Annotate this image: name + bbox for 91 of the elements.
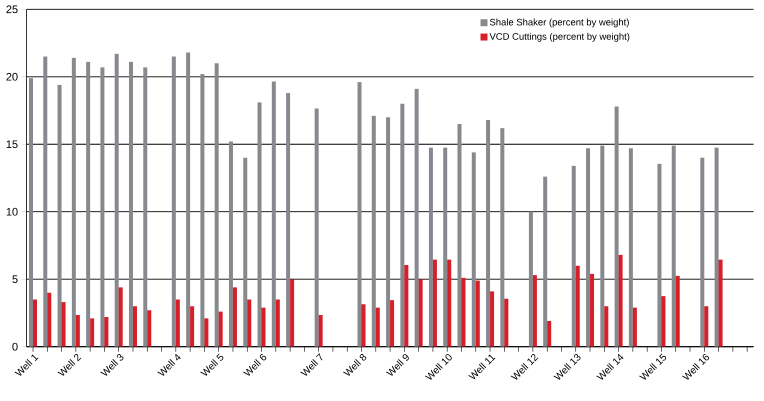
bar <box>232 287 237 347</box>
bar <box>414 88 419 347</box>
bar <box>90 318 94 347</box>
bar <box>104 317 108 347</box>
bar <box>718 260 723 347</box>
bar <box>200 74 204 347</box>
bar <box>276 299 280 347</box>
y-tick-label: 0 <box>12 342 18 351</box>
bar <box>214 63 219 347</box>
bar <box>62 302 66 347</box>
bar <box>490 291 494 347</box>
bar <box>657 164 662 347</box>
bar <box>472 152 476 347</box>
bar <box>190 306 194 347</box>
bar <box>262 308 266 347</box>
y-tick-label: 20 <box>6 72 18 81</box>
bar <box>428 148 433 347</box>
y-tick-label: 25 <box>6 5 18 14</box>
bar <box>628 148 633 347</box>
bar <box>618 254 623 347</box>
bar <box>614 106 619 347</box>
bar <box>258 102 262 347</box>
bar <box>676 276 680 347</box>
x-tick-label: Well 11 <box>468 354 496 380</box>
bar <box>457 124 462 347</box>
bar <box>486 120 490 347</box>
bar <box>443 148 448 347</box>
bar <box>432 260 437 347</box>
bar <box>604 306 608 347</box>
bar <box>286 92 290 347</box>
bar <box>500 128 504 347</box>
bar <box>172 56 176 347</box>
bar <box>86 62 90 347</box>
bar <box>247 299 252 347</box>
bar <box>447 260 452 347</box>
bar <box>204 318 208 347</box>
legend-label: VCD Cuttings (percent by weight) <box>490 32 630 42</box>
bar <box>672 146 676 347</box>
bar <box>586 148 590 347</box>
bar <box>418 279 423 347</box>
bar <box>476 280 480 347</box>
bar <box>186 52 190 347</box>
bar <box>47 292 52 347</box>
bar <box>132 306 137 347</box>
bar <box>700 158 704 347</box>
bar <box>128 62 133 347</box>
y-tick-label: 5 <box>12 275 18 284</box>
bar <box>147 310 152 347</box>
bar <box>590 274 594 347</box>
bar <box>218 312 223 347</box>
bar <box>528 212 533 347</box>
bar <box>372 116 376 347</box>
bar <box>314 108 319 347</box>
bar <box>504 298 508 347</box>
bar <box>290 279 294 347</box>
bar <box>228 142 233 347</box>
bar <box>461 278 466 347</box>
bar <box>29 78 33 347</box>
bar <box>318 314 323 347</box>
bar <box>704 306 708 347</box>
bar <box>176 299 180 347</box>
y-tick-label: 15 <box>6 140 18 148</box>
bar <box>547 321 552 347</box>
bar <box>543 176 548 347</box>
bar <box>386 117 390 347</box>
bar <box>243 158 248 347</box>
bar <box>632 308 637 347</box>
bar <box>400 104 404 347</box>
bar <box>358 82 362 347</box>
bar <box>100 67 104 347</box>
bar <box>376 308 380 347</box>
bar <box>118 287 123 347</box>
legend-label: Shale Shaker (percent by weight) <box>490 18 629 28</box>
bar <box>272 82 276 347</box>
bar <box>114 54 119 347</box>
bar <box>390 300 394 347</box>
bar <box>58 84 62 347</box>
bar <box>43 56 48 347</box>
bar <box>143 67 148 347</box>
bar <box>72 58 76 347</box>
bar <box>576 266 580 347</box>
bar <box>76 314 80 347</box>
bar <box>661 296 666 347</box>
bar <box>33 299 37 347</box>
bar <box>600 146 604 347</box>
bar <box>404 265 408 347</box>
bar <box>362 304 366 347</box>
y-tick-label: 10 <box>6 208 18 216</box>
bar <box>714 148 719 347</box>
bar <box>572 166 576 347</box>
bar <box>532 275 537 347</box>
